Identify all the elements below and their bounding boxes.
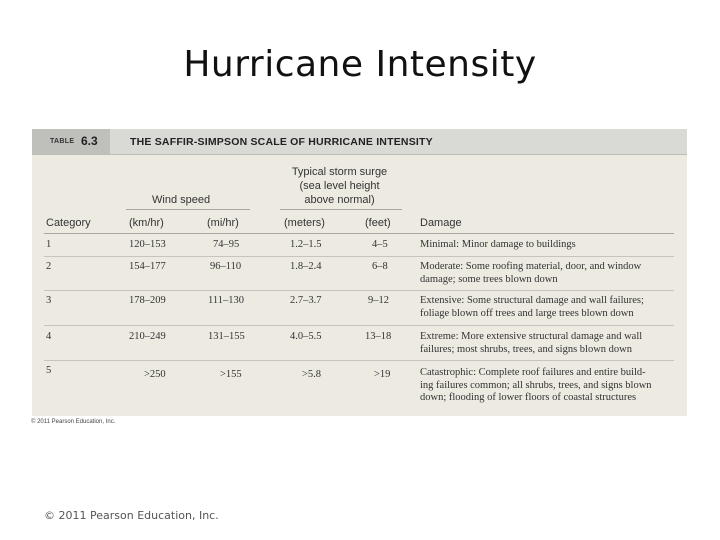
row-5-feet: >19 — [374, 369, 391, 380]
row-3-damage-line-2: foliage blown off trees and large trees … — [420, 307, 634, 319]
row-1-kmh: 120–153 — [129, 239, 166, 250]
row-3-feet: 9–12 — [368, 295, 389, 306]
row-3-rule — [44, 325, 674, 326]
row-4-rule — [44, 360, 674, 361]
row-2-damage: Moderate: Some roofing material, door, a… — [420, 261, 670, 286]
row-5-category: 5 — [46, 365, 52, 376]
row-2-rule — [44, 290, 674, 291]
row-4-category: 4 — [46, 331, 52, 342]
row-5-meters: >5.8 — [302, 369, 322, 380]
column-header-mph: (mi/hr) — [207, 217, 239, 229]
surge-header-line-3: above normal) — [304, 194, 375, 206]
table-tag-number: 6.3 — [81, 134, 98, 148]
row-3-damage: Extensive: Some structural damage and wa… — [420, 295, 670, 320]
row-1-category: 1 — [46, 239, 52, 250]
row-2-damage-line-2: damage; some trees blown down — [420, 273, 558, 285]
slide-title: Hurricane Intensity — [183, 44, 537, 85]
row-5-damage-line-3: down; flooding of lower floors of coasta… — [420, 392, 637, 403]
surge-underline — [280, 209, 402, 210]
row-1-damage-line-1: Minimal: Minor damage to buildings — [420, 239, 576, 250]
wind-speed-underline — [126, 209, 250, 210]
header-rule — [44, 233, 674, 234]
row-2-kmh: 154–177 — [129, 261, 166, 272]
row-3-damage-line-1: Extensive: Some structural damage and wa… — [420, 295, 644, 306]
row-5-mph: >155 — [220, 369, 242, 380]
row-3-category: 3 — [46, 295, 52, 306]
surge-header-line-1: Typical storm surge — [291, 166, 388, 178]
row-3-meters: 2.7–3.7 — [290, 295, 322, 306]
row-1-feet: 4–5 — [372, 239, 388, 250]
row-1-mph: 74–95 — [213, 239, 240, 250]
row-5-kmh: >250 — [144, 369, 166, 380]
column-header-damage: Damage — [420, 217, 462, 229]
row-2-meters: 1.8–2.4 — [290, 261, 322, 272]
column-header-meters: (meters) — [284, 217, 325, 229]
table-tag-label: TABLE — [50, 138, 75, 145]
row-2-feet: 6–8 — [372, 261, 388, 272]
table-header-bar: TABLE 6.3 THE SAFFIR-SIMPSON SCALE OF HU… — [32, 129, 687, 155]
row-1-meters: 1.2–1.5 — [290, 239, 322, 250]
table-tag: TABLE 6.3 — [32, 129, 110, 154]
row-2-mph: 96–110 — [210, 261, 242, 272]
column-header-category: Category — [46, 217, 91, 229]
row-2-damage-line-1: Moderate: Some roofing material, door, a… — [420, 261, 642, 272]
row-4-mph: 131–155 — [208, 331, 245, 342]
row-5-damage: Catastrophic: Complete roof failures and… — [420, 367, 670, 405]
table-copyright: © 2011 Pearson Education, Inc. — [31, 419, 116, 425]
row-4-damage-line-1: Extreme: More extensive structural damag… — [420, 331, 643, 342]
row-5-damage-line-1: Catastrophic: Complete roof failures and… — [420, 367, 646, 378]
table-title: THE SAFFIR-SIMPSON SCALE OF HURRICANE IN… — [130, 136, 433, 148]
row-4-feet: 13–18 — [365, 331, 392, 342]
row-1-rule — [44, 256, 674, 257]
column-header-kmh: (km/hr) — [129, 217, 164, 229]
row-3-mph: 111–130 — [208, 295, 244, 306]
row-1-damage: Minimal: Minor damage to buildings — [420, 239, 670, 252]
row-3-kmh: 178–209 — [129, 295, 166, 306]
saffir-simpson-table: TABLE 6.3 THE SAFFIR-SIMPSON SCALE OF HU… — [32, 129, 687, 416]
surge-header-line-2: (sea level height — [299, 180, 380, 192]
row-4-damage: Extreme: More extensive structural damag… — [420, 331, 670, 356]
row-2-category: 2 — [46, 261, 52, 272]
wind-speed-header: Wind speed — [152, 194, 211, 206]
row-4-kmh: 210–249 — [129, 331, 166, 342]
row-4-meters: 4.0–5.5 — [290, 331, 322, 342]
column-header-feet: (feet) — [365, 217, 391, 229]
row-5-damage-line-2: ing failures common; all shrubs, trees, … — [420, 379, 652, 391]
slide-footer: © 2011 Pearson Education, Inc. — [44, 509, 219, 522]
row-4-damage-line-2: failures; most shrubs, trees, and signs … — [420, 343, 633, 355]
